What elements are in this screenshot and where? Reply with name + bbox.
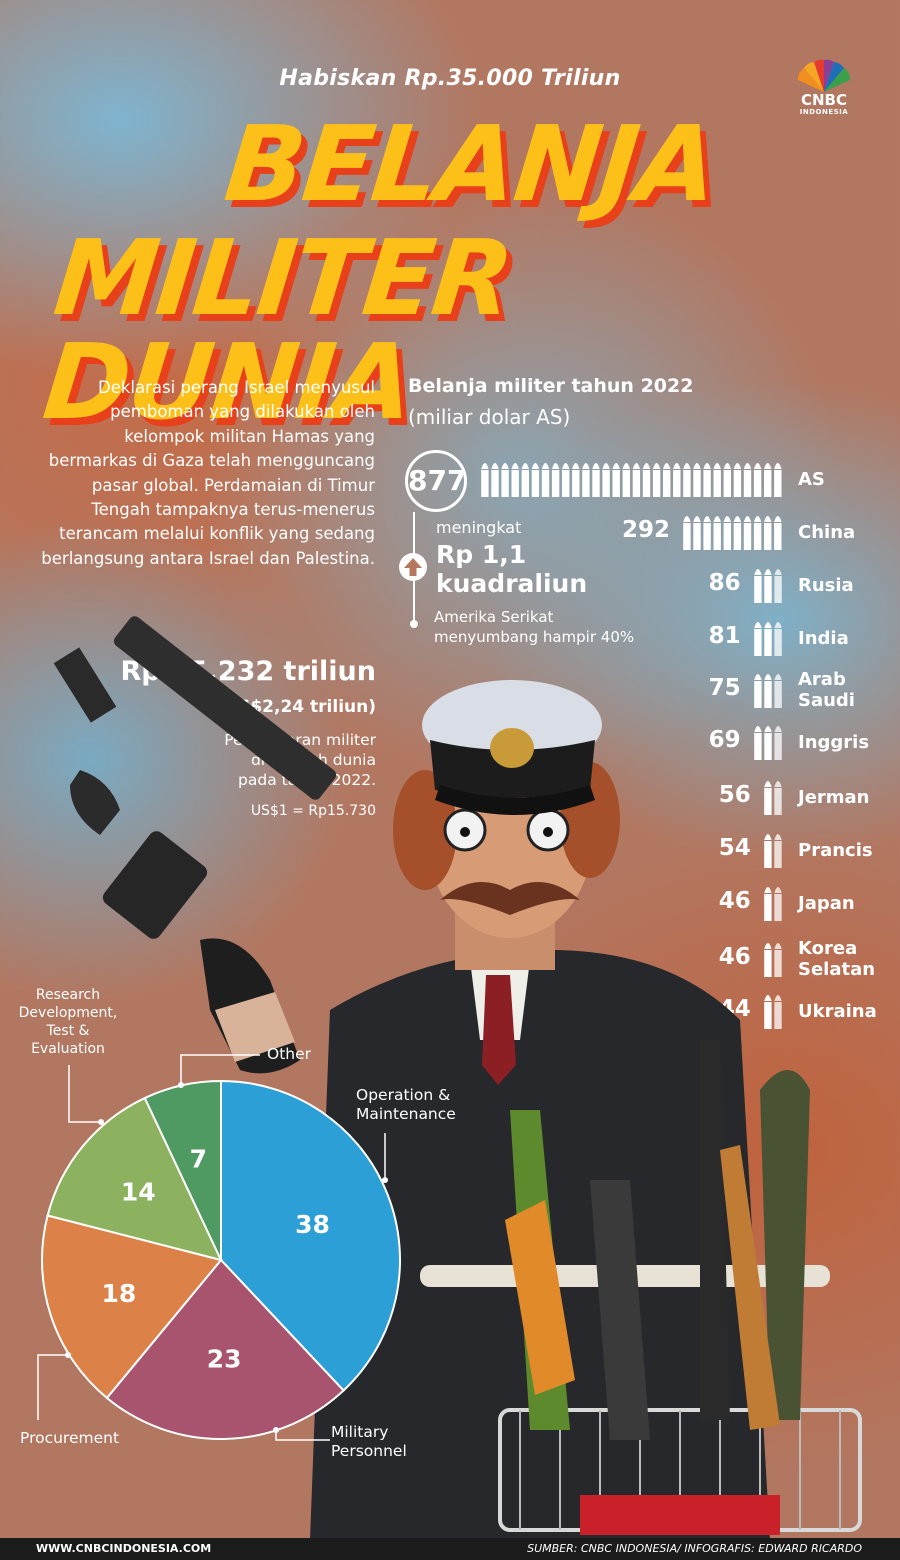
us-value-circle: 877	[405, 450, 467, 512]
bar-chart-unit: (miliar dolar AS)	[408, 405, 571, 429]
increase-label: meningkat	[436, 518, 522, 537]
pie-leader-dot	[382, 1177, 388, 1183]
pie-leader-line	[180, 1054, 260, 1085]
us-share-line-2: menyumbang hampir 40%	[434, 628, 635, 646]
pie-slice	[220, 1079, 401, 1392]
connector-dot	[410, 620, 418, 628]
exchange-rate: US$1 = Rp15.730	[250, 803, 376, 819]
pie-slice	[46, 1096, 223, 1262]
increase-amount-line-2: kuadraliun	[436, 569, 588, 598]
us-share-line-1: Amerika Serikat	[434, 608, 554, 626]
footer-website: WWW.CNBCINDONESIA.COM	[36, 1542, 212, 1555]
pie-leader-dot	[273, 1427, 279, 1433]
pie-leader-dot	[65, 1352, 71, 1358]
pie-value-label: 14	[121, 1178, 156, 1207]
bar-chart-title: Belanja militer tahun 2022	[408, 375, 694, 397]
increase-amount: Rp 1,1 kuadraliun	[436, 540, 587, 598]
cnbc-logo: CNBC INDONESIA	[784, 56, 864, 118]
peacock-icon	[797, 59, 851, 92]
pie-value-label: 38	[295, 1210, 330, 1239]
pie-value-label: 18	[101, 1279, 136, 1308]
pie-slice	[41, 1214, 223, 1400]
pie-slice	[105, 1258, 345, 1440]
arrow-up-icon	[399, 553, 427, 581]
increase-amount-line-1: Rp 1,1	[436, 540, 527, 569]
pie-leader-line	[37, 1354, 68, 1420]
pie-value-label: 23	[207, 1344, 242, 1373]
pie-value-label: 7	[190, 1145, 207, 1174]
intro-paragraph: Deklarasi perang Israel menyusul pemboma…	[41, 378, 375, 568]
pie-leader-dot	[98, 1119, 104, 1125]
pie-leader-dot	[178, 1082, 184, 1088]
us-share-note: Amerika Serikat menyumbang hampir 40%	[434, 607, 634, 647]
pie-leader-line	[68, 1065, 101, 1123]
footer: WWW.CNBCINDONESIA.COM SUMBER: CNBC INDON…	[0, 1538, 900, 1560]
footer-source: SUMBER: CNBC INDONESIA/ INFOGRAFIS: EDWA…	[527, 1542, 862, 1555]
logo-text: CNBC	[800, 91, 847, 109]
submachine-gun-icon	[53, 616, 337, 939]
pie-leader-line	[275, 1430, 330, 1441]
logo-subtext: INDONESIA	[799, 108, 849, 116]
subtitle: Habiskan Rp.35.000 Triliun	[279, 66, 621, 91]
